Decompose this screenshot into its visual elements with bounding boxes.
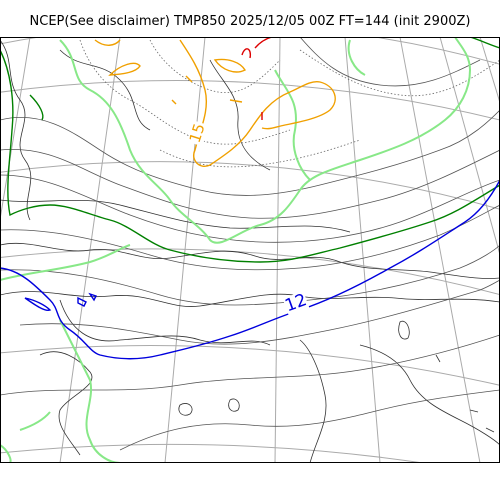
isotherm-12	[0, 179, 500, 360]
graticule	[0, 37, 500, 463]
isotherm-minor	[79, 39, 500, 168]
map-title: NCEP(See disclaimer) TMP850 2025/12/05 0…	[29, 14, 471, 29]
isotherm-solid	[0, 37, 500, 451]
isotherm-orange	[94, 39, 336, 167]
svg-text:15: 15	[186, 121, 209, 145]
contour-label-15: 15	[186, 120, 210, 147]
